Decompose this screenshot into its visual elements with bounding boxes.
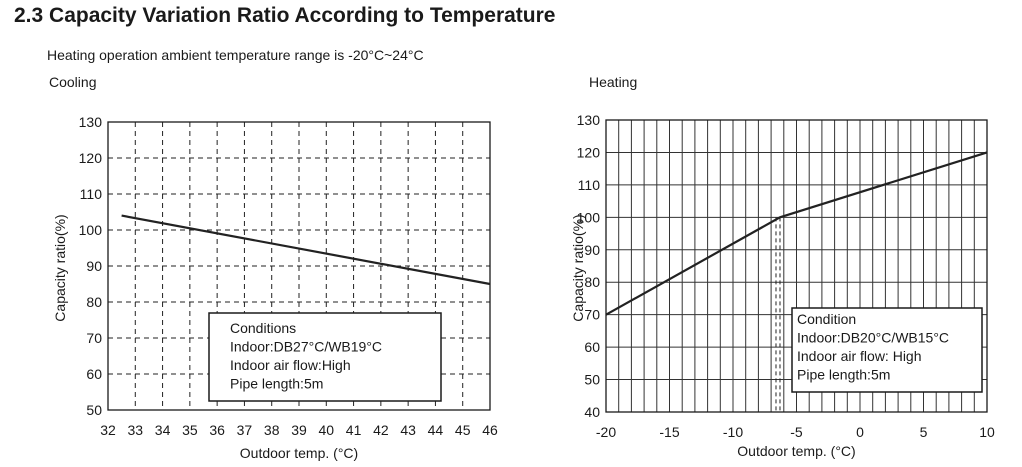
cooling-x-tick-label: 40 (318, 422, 334, 438)
heating-conditions-line: Condition (797, 311, 856, 327)
cooling-y-axis-label: Capacity ratio(%) (52, 214, 68, 321)
cooling-y-tick-label: 130 (79, 114, 103, 130)
page-subtitle: Heating operation ambient temperature ra… (47, 47, 424, 63)
heating-x-axis-label: Outdoor temp. (°C) (737, 443, 855, 459)
cooling-x-tick-label: 36 (209, 422, 225, 438)
cooling-y-tick-label: 80 (86, 294, 102, 310)
cooling-chart-title: Cooling (49, 74, 97, 90)
cooling-x-tick-label: 42 (373, 422, 389, 438)
cooling-conditions-line: Indoor:DB27°C/WB19°C (230, 339, 382, 355)
cooling-y-tick-label: 120 (79, 150, 103, 166)
cooling-x-tick-label: 35 (182, 422, 198, 438)
cooling-x-tick-label: 39 (291, 422, 307, 438)
cooling-x-tick-label: 45 (455, 422, 471, 438)
cooling-series-line (121, 214, 491, 286)
heating-y-tick-label: 40 (584, 404, 600, 420)
heating-y-tick-label: 90 (584, 242, 600, 258)
heating-x-tick-label: -10 (723, 424, 743, 440)
heating-y-tick-label: 70 (584, 307, 600, 323)
heating-x-tick-label: -5 (790, 424, 803, 440)
cooling-x-tick-label: 32 (100, 422, 116, 438)
heating-x-tick-label: 10 (979, 424, 995, 440)
cooling-conditions-line: Conditions (230, 320, 296, 336)
cooling-x-tick-label: 46 (482, 422, 498, 438)
heating-y-tick-label: 120 (577, 144, 601, 160)
heating-conditions-line: Pipe length:5m (797, 367, 890, 383)
heating-y-tick-label: 80 (584, 274, 600, 290)
heating-y-tick-label: 130 (577, 112, 601, 128)
heating-x-tick-label: 0 (856, 424, 864, 440)
cooling-y-tick-label: 90 (86, 258, 102, 274)
cooling-x-tick-label: 41 (346, 422, 362, 438)
heating-plot-frame (605, 119, 988, 413)
cooling-x-axis-label: Outdoor temp. (°C) (240, 445, 358, 461)
heating-conditions-box (791, 307, 983, 393)
cooling-x-tick-label: 38 (264, 422, 280, 438)
cooling-y-tick-label: 110 (80, 186, 103, 202)
cooling-x-tick-label: 33 (127, 422, 143, 438)
heating-y-axis-label: Capacity ratio(%) (570, 214, 586, 321)
heating-y-tick-label: 60 (584, 339, 600, 355)
cooling-x-tick-label: 43 (400, 422, 416, 438)
heating-y-tick-label: 100 (577, 209, 601, 225)
cooling-y-tick-label: 100 (79, 222, 103, 238)
cooling-y-tick-label: 60 (86, 366, 102, 382)
cooling-x-tick-label: 37 (237, 422, 253, 438)
heating-conditions-line: Indoor air flow: High (797, 348, 922, 364)
cooling-plot-frame (107, 121, 491, 411)
cooling-y-tick-label: 70 (86, 330, 102, 346)
cooling-conditions-box (208, 312, 442, 402)
heating-x-tick-label: -15 (659, 424, 679, 440)
heating-x-tick-label: 5 (920, 424, 928, 440)
heating-y-tick-label: 110 (578, 177, 601, 193)
cooling-x-tick-label: 34 (155, 422, 171, 438)
cooling-y-tick-label: 50 (86, 402, 102, 418)
heating-series-line (605, 151, 988, 316)
cooling-conditions-line: Indoor air flow:High (230, 357, 351, 373)
page-title: 2.3 Capacity Variation Ratio According t… (14, 4, 556, 27)
heating-y-tick-label: 50 (584, 372, 600, 388)
cooling-conditions-line: Pipe length:5m (230, 376, 323, 392)
heating-x-tick-label: -20 (596, 424, 616, 440)
heating-chart-title: Heating (589, 74, 638, 90)
heating-conditions-line: Indoor:DB20°C/WB15°C (797, 330, 949, 346)
cooling-x-tick-label: 44 (428, 422, 444, 438)
